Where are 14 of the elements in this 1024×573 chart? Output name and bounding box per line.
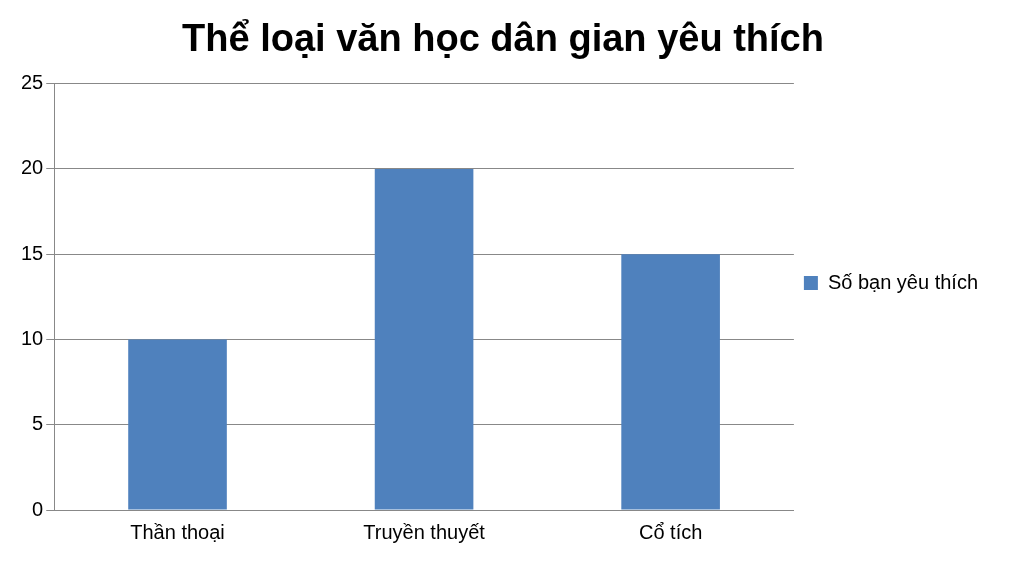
y-tick-label: 0 — [32, 497, 44, 520]
y-tick-label: 10 — [21, 326, 44, 349]
x-tick-label: Cổ tích — [638, 520, 703, 543]
bar — [621, 254, 720, 510]
chart-title: Thể loại văn học dân gian yêu thích — [182, 17, 824, 60]
bar — [374, 168, 474, 510]
bar — [128, 339, 227, 510]
y-tick-label: 25 — [21, 71, 44, 94]
y-tick-label: 5 — [32, 412, 44, 435]
y-tick-label: 20 — [21, 156, 44, 179]
legend-label: Số bạn yêu thích — [827, 270, 978, 293]
y-tick-label: 15 — [21, 241, 44, 264]
x-tick-label: Thần thoại — [130, 520, 225, 543]
x-tick-label: Truyền thuyết — [363, 520, 486, 543]
